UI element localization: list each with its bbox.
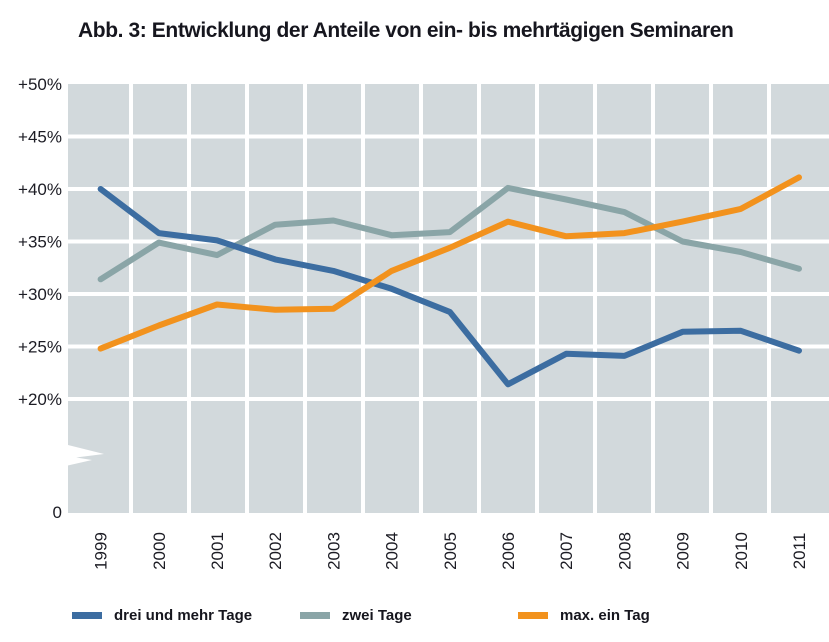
- x-tick-label: 2005: [441, 532, 460, 570]
- legend-label: max. ein Tag: [560, 607, 650, 624]
- y-tick-label: +40%: [18, 180, 62, 199]
- legend: drei und mehr Tage zwei Tage max. ein Ta…: [0, 607, 829, 633]
- x-tick-label: 2009: [674, 532, 693, 570]
- legend-label: zwei Tage: [342, 607, 412, 624]
- plot-background: [68, 84, 829, 513]
- figure-title: Abb. 3: Entwicklung der Anteile von ein-…: [78, 19, 734, 42]
- x-tick-label: 2002: [266, 532, 285, 570]
- x-tick-label: 1999: [92, 532, 111, 570]
- legend-swatch-orange: [518, 612, 548, 619]
- x-tick-label: 2003: [324, 532, 343, 570]
- x-tick-label: 2006: [499, 532, 518, 570]
- legend-item: drei und mehr Tage: [72, 607, 252, 624]
- x-tick-label: 2004: [383, 532, 402, 570]
- series-line-blue: [97, 186, 802, 388]
- axis-break-icon: [48, 453, 92, 470]
- legend-item: zwei Tage: [300, 607, 412, 624]
- legend-swatch-gray: [300, 612, 330, 619]
- y-tick-label: +30%: [18, 285, 62, 304]
- legend-label: drei und mehr Tage: [114, 607, 253, 624]
- x-tick-label: 2007: [557, 532, 576, 570]
- y-zero-label: 0: [53, 503, 62, 522]
- x-tick-label: 2001: [208, 532, 227, 570]
- x-tick-label: 2010: [732, 532, 751, 570]
- legend-swatch-blue: [72, 612, 102, 619]
- x-tick-label: 2000: [150, 532, 169, 570]
- x-tick-label: 2011: [790, 533, 809, 570]
- legend-item: max. ein Tag: [518, 607, 650, 624]
- series-line-gray: [97, 184, 802, 283]
- y-tick-label: +45%: [18, 128, 62, 147]
- y-tick-label: +50%: [18, 75, 62, 94]
- x-tick-label: 2008: [615, 532, 634, 570]
- line-chart: +50% +45% +40% +35% +30% +25% +20% 0 1999 2000 200…: [18, 75, 829, 570]
- y-tick-label: +25%: [18, 338, 62, 357]
- y-tick-label: +35%: [18, 233, 62, 252]
- series-line-orange: [97, 174, 802, 352]
- y-tick-label: +20%: [18, 390, 62, 409]
